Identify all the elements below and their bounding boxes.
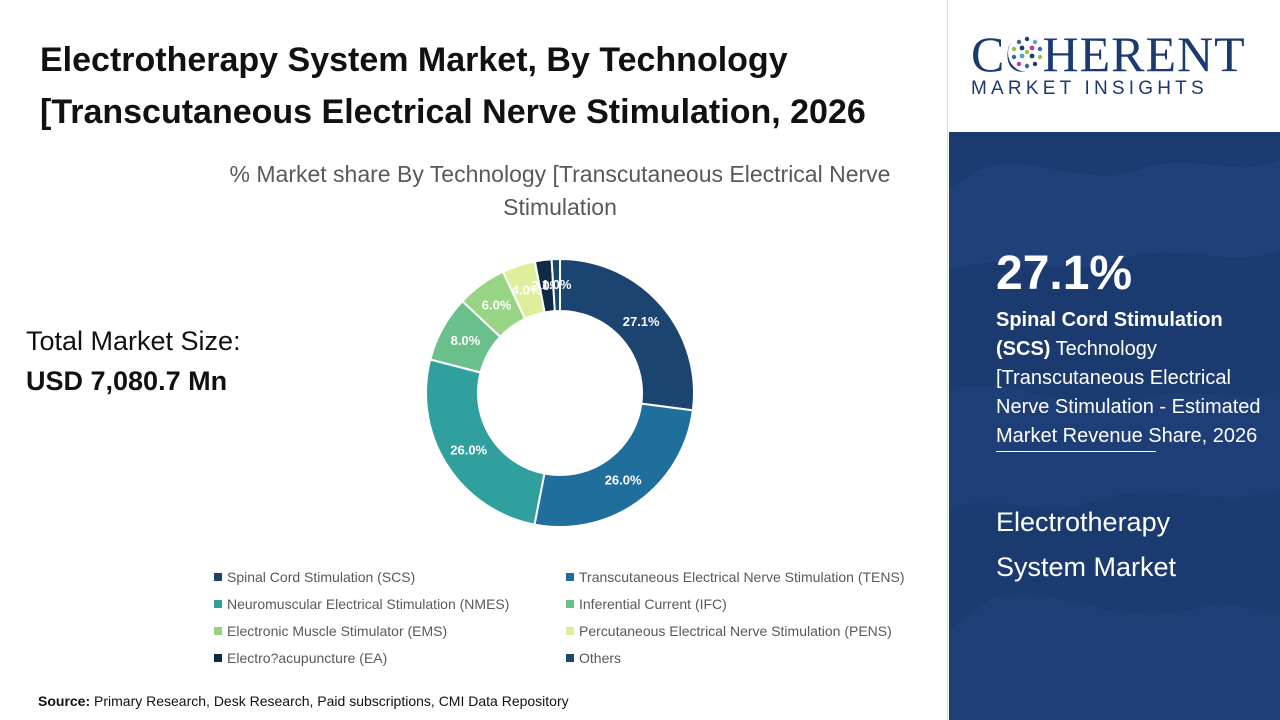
legend-label: Neuromuscular Electrical Stimulation (NM… [227, 596, 510, 612]
slice-label-7: 1.0% [542, 277, 572, 292]
slice-label-0: 27.1% [623, 314, 660, 329]
slice-label-5: 4.0% [512, 282, 542, 297]
legend-label: Percutaneous Electrical Nerve Stimulatio… [579, 623, 892, 639]
logo-area: COHERENT MARKET INSIGHTS [949, 0, 1280, 132]
legend-item: Neuromuscular Electrical Stimulation (NM… [214, 595, 566, 613]
chart-title: % Market share By Technology [Transcutan… [229, 161, 891, 220]
legend-item: Transcutaneous Electrical Nerve Stimulat… [566, 568, 926, 586]
source-note: Source: Primary Research, Desk Research,… [38, 693, 569, 709]
legend-item: Spinal Cord Stimulation (SCS) [214, 568, 566, 586]
legend-item: Others [566, 649, 926, 667]
legend-swatch [214, 573, 222, 581]
donut-slice-2 [425, 358, 546, 526]
highlight-segment: Spinal Cord Stimulation (SCS) [996, 309, 1223, 360]
total-market-size-value: USD 7,080.7 Mn [26, 366, 228, 396]
legend-label: Electronic Muscle Stimulator (EMS) [227, 623, 448, 639]
market-name: Electrotherapy System Market [996, 507, 1177, 582]
main-panel: Electrotherapy System Market, By Technol… [26, 0, 948, 720]
highlight-percentage: 27.1% [996, 247, 1133, 300]
legend-item: Inferential Current (IFC) [566, 595, 926, 613]
legend-item: Percutaneous Electrical Nerve Stimulatio… [566, 622, 926, 640]
legend-swatch [214, 600, 222, 608]
legend-item: Electronic Muscle Stimulator (EMS) [214, 622, 566, 640]
globe-logo-icon [1008, 34, 1046, 72]
legend-swatch [566, 573, 574, 581]
legend-label: Spinal Cord Stimulation (SCS) [227, 569, 416, 585]
legend-swatch [214, 654, 222, 662]
source-text: Primary Research, Desk Research, Paid su… [94, 693, 569, 709]
legend-swatch [214, 627, 222, 635]
source-label: Source: [38, 693, 91, 709]
legend-label: Inferential Current (IFC) [579, 596, 727, 612]
page-title: Electrotherapy System Market, By Technol… [40, 41, 866, 131]
donut-chart: 27.1%26.0%26.0%8.0%6.0%4.0%2.0%1.0% [425, 257, 695, 528]
legend-item: Electro?acupuncture (EA) [214, 649, 566, 667]
slice-label-2: 26.0% [450, 443, 487, 458]
sidebar-panel: COHERENT MARKET INSIGHTS 27.1% Spinal Co… [949, 0, 1280, 720]
legend-label: Transcutaneous Electrical Nerve Stimulat… [579, 569, 905, 585]
world-map-pattern [949, 160, 1280, 720]
donut-slice-1 [533, 402, 694, 528]
highlight-description: Spinal Cord Stimulation (SCS) Technology… [996, 306, 1266, 451]
donut-slice-0 [559, 257, 695, 412]
legend-label: Others [579, 650, 622, 666]
legend-swatch [566, 600, 574, 608]
total-market-size-label: Total Market Size: [26, 326, 241, 356]
slice-label-4: 6.0% [482, 298, 512, 313]
divider [996, 451, 1156, 452]
highlight-detail: Technology [Transcutaneous Electrical Ne… [996, 338, 1261, 447]
slice-label-3: 8.0% [451, 333, 481, 348]
slice-label-1: 26.0% [605, 473, 642, 488]
logo-subtitle: MARKET INSIGHTS [971, 78, 1208, 99]
legend-swatch [566, 627, 574, 635]
legend-swatch [566, 654, 574, 662]
donut-slice-7 [550, 257, 561, 313]
chart-legend: Spinal Cord Stimulation (SCS) Transcutane… [214, 568, 934, 667]
legend-label: Electro?acupuncture (EA) [227, 650, 388, 666]
